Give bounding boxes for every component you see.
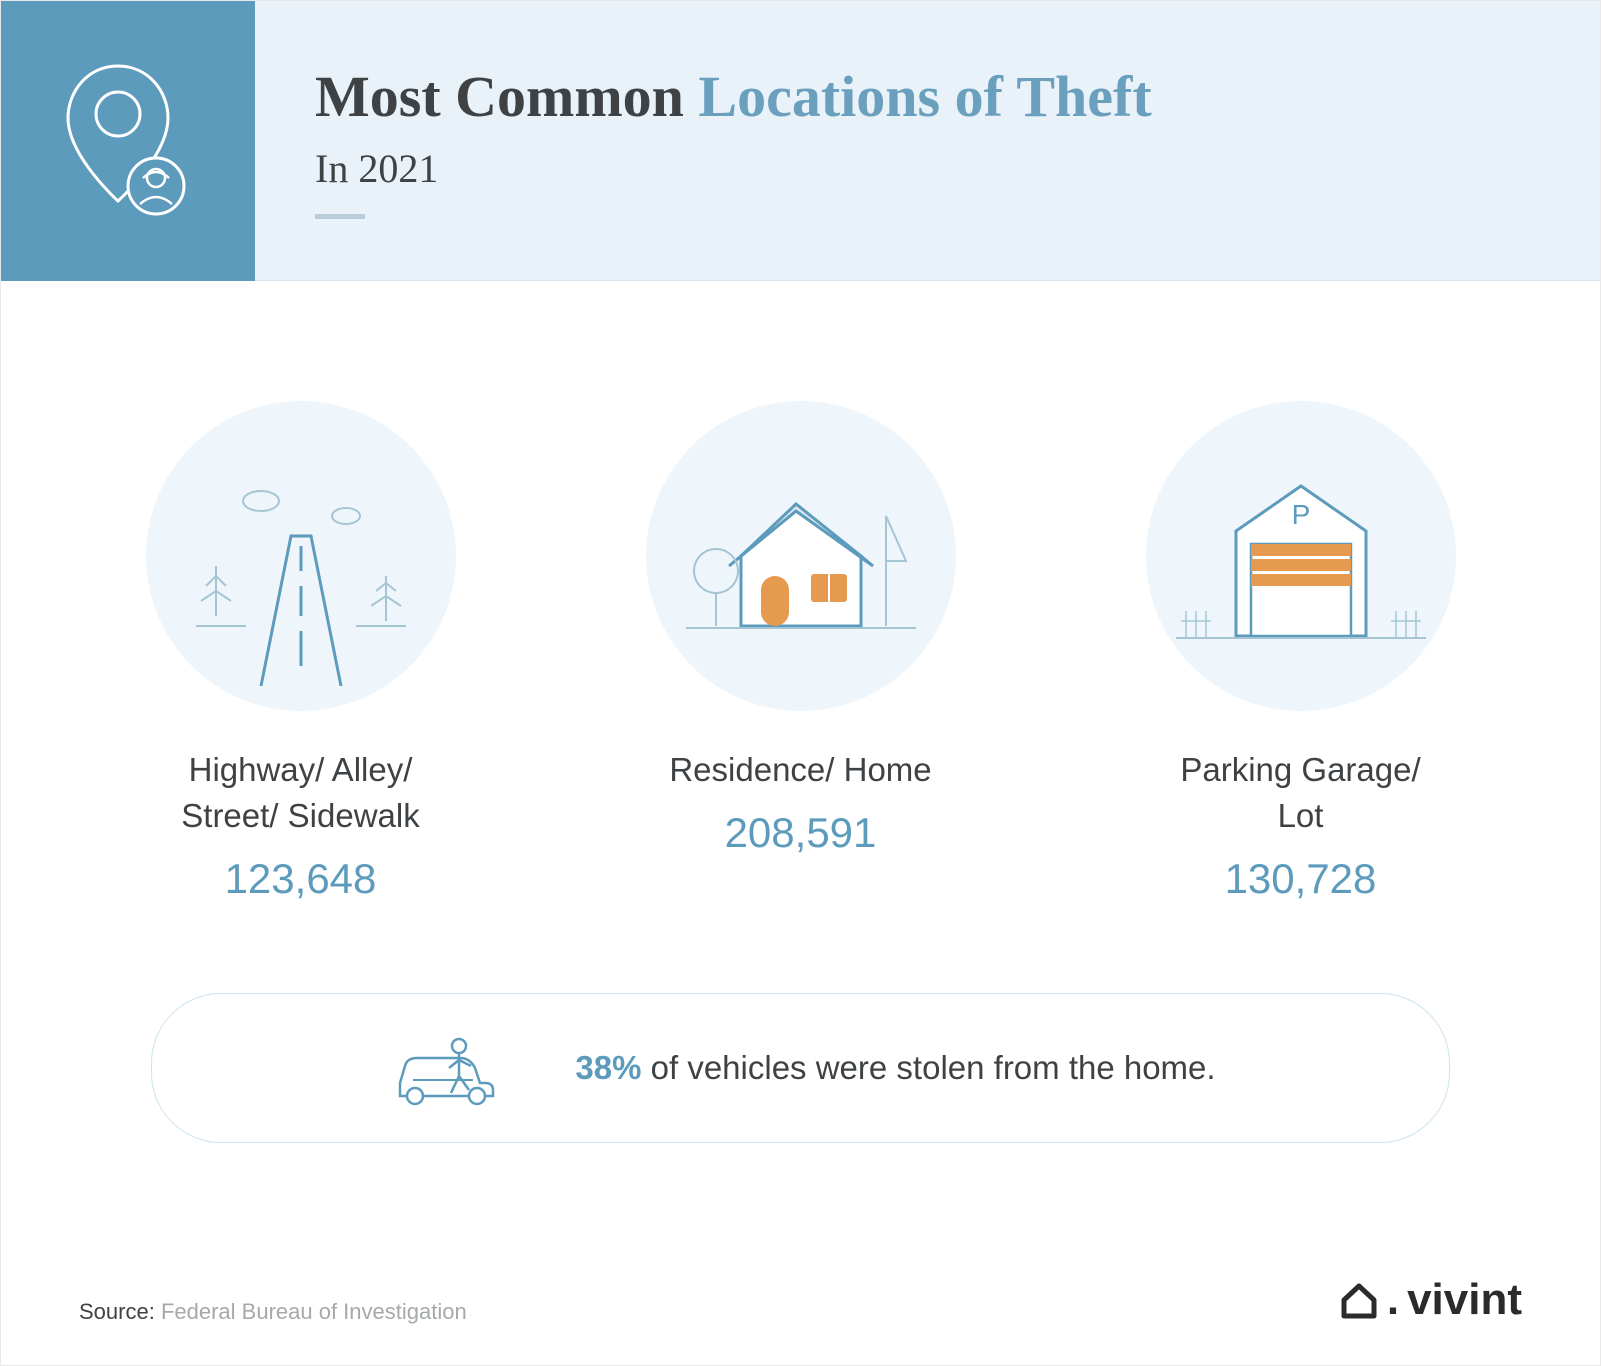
location-cards: Highway/ Alley/ Street/ Sidewalk 123,648 <box>1 281 1600 963</box>
title-part-2: Locations of Theft <box>698 64 1151 129</box>
source-label: Source: <box>79 1299 155 1324</box>
garage-icon: P <box>1151 426 1451 686</box>
callout-pill: 38% of vehicles were stolen from the hom… <box>151 993 1450 1143</box>
card-value: 123,648 <box>225 855 377 903</box>
title-area: Most Common Locations of Theft In 2021 <box>255 62 1152 220</box>
callout-rest: of vehicles were stolen from the home. <box>651 1049 1216 1086</box>
header: Most Common Locations of Theft In 2021 <box>1 1 1600 281</box>
card-label: Parking Garage/ Lot <box>1180 747 1420 839</box>
source-citation: Source: Federal Bureau of Investigation <box>79 1299 467 1325</box>
card-highway: Highway/ Alley/ Street/ Sidewalk 123,648 <box>121 401 481 903</box>
car-theft-icon <box>385 1028 525 1108</box>
svg-text:P: P <box>1291 499 1310 530</box>
card-parking: P Parking Garage/ Lot 130,728 <box>1121 401 1481 903</box>
card-icon-circle <box>146 401 456 711</box>
brand-name: vivint <box>1407 1275 1522 1325</box>
card-label: Residence/ Home <box>669 747 931 793</box>
card-label: Highway/ Alley/ Street/ Sidewalk <box>181 747 419 839</box>
subtitle: In 2021 <box>315 145 1152 192</box>
house-icon <box>661 426 941 686</box>
brand-logo: .vivint <box>1339 1275 1522 1325</box>
page-title: Most Common Locations of Theft <box>315 62 1152 132</box>
source-value: Federal Bureau of Investigation <box>161 1299 467 1324</box>
card-value: 208,591 <box>725 809 877 857</box>
location-pin-icon <box>58 56 198 226</box>
card-residence: Residence/ Home 208,591 <box>621 401 981 857</box>
footer: Source: Federal Bureau of Investigation … <box>1 1275 1600 1325</box>
title-underline <box>315 214 365 219</box>
callout-percent: 38% <box>575 1049 641 1086</box>
card-value: 130,728 <box>1225 855 1377 903</box>
card-icon-circle <box>646 401 956 711</box>
infographic-container: Most Common Locations of Theft In 2021 <box>0 0 1601 1366</box>
card-icon-circle: P <box>1146 401 1456 711</box>
road-icon <box>171 426 431 686</box>
header-icon-box <box>1 1 255 281</box>
title-part-1: Most Common <box>315 64 684 129</box>
vivint-house-icon <box>1339 1280 1379 1320</box>
callout-text: 38% of vehicles were stolen from the hom… <box>575 1049 1215 1087</box>
